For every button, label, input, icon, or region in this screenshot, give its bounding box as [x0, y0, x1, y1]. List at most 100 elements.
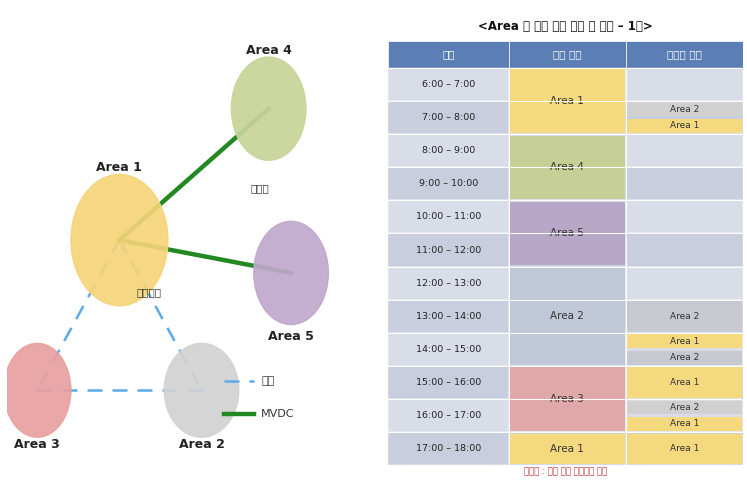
- Ellipse shape: [71, 174, 168, 306]
- Text: Area 1: Area 1: [551, 444, 584, 454]
- FancyBboxPatch shape: [509, 300, 626, 333]
- Text: Area 2: Area 2: [670, 312, 699, 321]
- FancyBboxPatch shape: [388, 101, 509, 134]
- Text: Area 5: Area 5: [268, 330, 314, 343]
- Text: 16:00 – 17:00: 16:00 – 17:00: [415, 411, 481, 420]
- FancyBboxPatch shape: [626, 68, 743, 101]
- FancyBboxPatch shape: [388, 167, 509, 201]
- Text: Area 1: Area 1: [96, 161, 143, 174]
- Text: 12:00 – 13:00: 12:00 – 13:00: [415, 279, 481, 288]
- Text: 7:00 – 8:00: 7:00 – 8:00: [422, 113, 475, 122]
- FancyBboxPatch shape: [626, 267, 743, 300]
- FancyBboxPatch shape: [627, 102, 743, 116]
- FancyBboxPatch shape: [388, 68, 509, 101]
- Text: Area 2: Area 2: [670, 353, 699, 362]
- FancyBboxPatch shape: [626, 300, 743, 333]
- FancyBboxPatch shape: [627, 334, 743, 348]
- Ellipse shape: [164, 343, 239, 437]
- Text: Area 3: Area 3: [551, 394, 584, 404]
- Text: Area 1: Area 1: [670, 444, 699, 453]
- FancyBboxPatch shape: [388, 134, 509, 167]
- Text: Area 1: Area 1: [670, 419, 699, 428]
- FancyBboxPatch shape: [388, 432, 509, 465]
- FancyBboxPatch shape: [509, 101, 626, 134]
- Text: 14:00 – 15:00: 14:00 – 15:00: [415, 345, 481, 354]
- Text: Area 4: Area 4: [246, 43, 291, 56]
- Text: Area 5: Area 5: [551, 228, 584, 239]
- FancyBboxPatch shape: [388, 399, 509, 432]
- FancyBboxPatch shape: [626, 41, 743, 68]
- Text: 6:00 – 7:00: 6:00 – 7:00: [422, 80, 475, 89]
- FancyBboxPatch shape: [509, 267, 626, 300]
- Text: Area 2: Area 2: [670, 105, 699, 114]
- FancyBboxPatch shape: [509, 135, 625, 199]
- FancyBboxPatch shape: [509, 202, 625, 265]
- FancyBboxPatch shape: [627, 417, 743, 431]
- FancyBboxPatch shape: [509, 268, 625, 365]
- FancyBboxPatch shape: [509, 134, 626, 167]
- FancyBboxPatch shape: [509, 68, 626, 101]
- Text: <Area 별 선박 정박 시간 및 위치 – 1일>: <Area 별 선박 정박 시간 및 위치 – 1일>: [478, 19, 653, 33]
- FancyBboxPatch shape: [626, 167, 743, 201]
- FancyBboxPatch shape: [388, 267, 509, 300]
- Ellipse shape: [254, 221, 329, 325]
- Text: 정규 선박: 정규 선박: [553, 49, 582, 59]
- FancyBboxPatch shape: [626, 432, 743, 465]
- FancyBboxPatch shape: [388, 366, 509, 399]
- Text: 정규선: 정규선: [250, 183, 269, 194]
- FancyBboxPatch shape: [627, 434, 743, 464]
- FancyBboxPatch shape: [509, 368, 625, 431]
- FancyBboxPatch shape: [509, 333, 626, 366]
- FancyBboxPatch shape: [509, 399, 626, 432]
- Text: 13:00 – 14:00: 13:00 – 14:00: [415, 312, 481, 321]
- FancyBboxPatch shape: [627, 119, 743, 133]
- FancyBboxPatch shape: [388, 300, 509, 333]
- Text: Area 1: Area 1: [670, 378, 699, 387]
- FancyBboxPatch shape: [509, 69, 625, 133]
- Ellipse shape: [232, 57, 306, 160]
- FancyBboxPatch shape: [509, 366, 626, 399]
- Text: Area 2: Area 2: [551, 311, 584, 321]
- Text: 15:00 – 16:00: 15:00 – 16:00: [415, 378, 481, 387]
- FancyBboxPatch shape: [626, 201, 743, 234]
- FancyBboxPatch shape: [388, 234, 509, 267]
- Text: 시간: 시간: [442, 49, 455, 59]
- Text: 9:00 – 10:00: 9:00 – 10:00: [418, 179, 478, 188]
- FancyBboxPatch shape: [509, 432, 626, 465]
- FancyBboxPatch shape: [627, 368, 743, 398]
- Text: 8:00 – 9:00: 8:00 – 9:00: [422, 146, 475, 155]
- FancyBboxPatch shape: [509, 434, 625, 464]
- Text: Area 1: Area 1: [551, 96, 584, 106]
- FancyBboxPatch shape: [388, 41, 509, 68]
- FancyBboxPatch shape: [626, 366, 743, 399]
- FancyBboxPatch shape: [509, 167, 626, 201]
- FancyBboxPatch shape: [388, 201, 509, 234]
- FancyBboxPatch shape: [626, 101, 743, 134]
- FancyBboxPatch shape: [627, 301, 743, 331]
- Text: MVDC: MVDC: [261, 409, 295, 419]
- Ellipse shape: [4, 343, 71, 437]
- Text: 비정규 선박: 비정규 선박: [667, 49, 702, 59]
- FancyBboxPatch shape: [627, 401, 743, 414]
- FancyBboxPatch shape: [388, 333, 509, 366]
- Text: 11:00 – 12:00: 11:00 – 12:00: [415, 246, 481, 254]
- Text: Area 3: Area 3: [14, 438, 61, 451]
- FancyBboxPatch shape: [626, 399, 743, 432]
- Text: 10:00 – 11:00: 10:00 – 11:00: [415, 212, 481, 221]
- FancyBboxPatch shape: [509, 41, 626, 68]
- Text: 정규선 : 정규 문항 스케줄을 따름: 정규선 : 정규 문항 스케줄을 따름: [524, 468, 607, 477]
- FancyBboxPatch shape: [627, 351, 743, 365]
- FancyBboxPatch shape: [509, 201, 626, 234]
- Text: Area 2: Area 2: [670, 403, 699, 412]
- Text: 항로: 항로: [261, 376, 274, 386]
- FancyBboxPatch shape: [626, 333, 743, 366]
- Text: Area 2: Area 2: [179, 438, 224, 451]
- Text: 17:00 – 18:00: 17:00 – 18:00: [415, 444, 481, 453]
- Text: 비정규선: 비정규선: [137, 287, 162, 297]
- Text: Area 4: Area 4: [551, 162, 584, 172]
- FancyBboxPatch shape: [509, 234, 626, 267]
- FancyBboxPatch shape: [626, 234, 743, 267]
- FancyBboxPatch shape: [626, 134, 743, 167]
- Text: Area 1: Area 1: [670, 336, 699, 346]
- Text: Area 1: Area 1: [670, 122, 699, 130]
